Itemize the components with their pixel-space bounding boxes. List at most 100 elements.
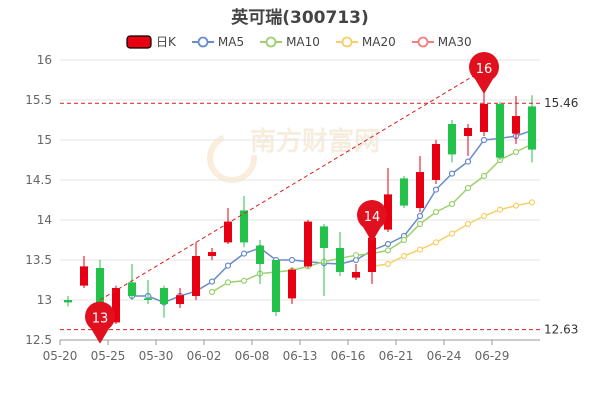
ma10-point (512, 148, 520, 156)
reference-line-label: 12.63 (544, 323, 578, 337)
ma10-point (400, 236, 408, 244)
candle-body (192, 256, 200, 296)
chart-title: 英可瑞(300713) (231, 8, 369, 28)
x-tick-label: 06-02 (187, 349, 222, 363)
candle-body (64, 300, 72, 303)
y-tick-label: 15 (37, 133, 52, 147)
legend-label: MA20 (361, 34, 396, 49)
legend-label: 日K (156, 35, 176, 49)
x-tick-label: 06-16 (331, 349, 366, 363)
candle-body (432, 144, 440, 180)
y-tick-label: 13 (37, 293, 52, 307)
x-tick-label: 05-25 (91, 349, 126, 363)
legend: 日K MA5 MA10 MA20 MA30 (126, 33, 472, 50)
legend-item: MA30 (411, 35, 472, 49)
ma10-point (432, 208, 440, 216)
ma5-point (416, 212, 424, 220)
ma20-point (480, 212, 488, 220)
ma5-point (224, 262, 232, 269)
candle-body (80, 266, 88, 286)
ma10-point (480, 172, 488, 180)
ma20-point (512, 202, 520, 209)
candle-body (464, 128, 472, 136)
ma20-point (400, 252, 408, 260)
pin-marker-icon (85, 301, 115, 344)
candle-body (448, 124, 456, 155)
legend-swatch (126, 34, 152, 49)
x-tick-label: 05-30 (139, 349, 174, 363)
ma20-point (432, 239, 440, 246)
ma10-point (464, 184, 472, 192)
ma10-point (416, 220, 424, 228)
ma5-point (480, 136, 488, 144)
ma5-point (208, 278, 216, 285)
watermark: 南方财富网 (207, 126, 380, 183)
pin-label: 16 (476, 62, 493, 77)
candle-body (480, 104, 488, 132)
candle-body (384, 194, 392, 230)
x-tick-label: 06-24 (427, 349, 462, 363)
axes: 12.5 13 13.5 14 14.5 15 15.5 16 05-20 05-25 05-30 0… (25, 53, 540, 363)
candle-body (176, 295, 184, 304)
x-tick-label: 06-13 (283, 349, 318, 363)
candle-body (208, 252, 216, 256)
y-tick-label: 14 (37, 213, 52, 227)
x-tick-label: 06-29 (475, 349, 510, 363)
watermark-text: 南方财富网 (250, 126, 380, 157)
x-tick-label: 06-08 (235, 349, 270, 363)
candle-body (96, 268, 104, 328)
legend-item: 日K (126, 33, 176, 50)
legend-marker-icon (417, 36, 429, 47)
ma10-point (240, 277, 248, 284)
ma10-point (384, 247, 392, 254)
y-tick-label: 15.5 (25, 93, 52, 107)
candle-body (352, 272, 360, 278)
ma20-point (464, 220, 472, 228)
legend-swatch (335, 36, 358, 47)
ma20-point (528, 199, 536, 206)
candle-body (496, 104, 504, 158)
price-pin: 16 (469, 52, 500, 94)
candle-body (160, 288, 168, 304)
ma20-point (384, 260, 392, 268)
watermark-logo-icon (207, 133, 257, 183)
candle-body (320, 226, 328, 248)
x-tick-label: 06-21 (379, 349, 414, 363)
candle-body (368, 237, 376, 272)
candles (64, 88, 536, 330)
candle-body (400, 178, 408, 206)
candle-body (224, 221, 232, 243)
legend-marker-icon (341, 36, 353, 47)
ma5-point (448, 170, 456, 177)
legend-label: MA10 (286, 34, 320, 49)
pin-label: 14 (364, 210, 381, 225)
pin-label: 13 (92, 312, 109, 327)
ma5-point (432, 186, 440, 193)
ma20-point (496, 206, 504, 213)
legend-item: MA10 (260, 35, 320, 49)
ma10-point (224, 279, 232, 286)
price-pin: 13 (85, 301, 115, 344)
legend-swatch (411, 36, 434, 47)
legend-box-icon (126, 34, 152, 49)
ma5-point (384, 240, 392, 248)
legend-swatch (191, 36, 214, 47)
legend-marker-icon (197, 36, 209, 47)
legend-swatch (260, 36, 283, 47)
pin-marker-icon (357, 200, 388, 242)
candle-body (416, 172, 424, 208)
candle-body (528, 106, 536, 150)
pin-marker-icon (469, 52, 500, 94)
ma5-point (240, 250, 248, 257)
x-tick-label: 05-20 (43, 349, 78, 363)
legend-marker-icon (265, 36, 277, 47)
ma5-point (464, 158, 472, 165)
candle-body (336, 248, 344, 272)
trend-line (99, 69, 485, 301)
y-tick-label: 13.5 (25, 253, 52, 267)
y-tick-label: 12.5 (25, 333, 52, 347)
ma10-point (448, 200, 456, 208)
ma5-point (288, 256, 296, 264)
candle-body (304, 221, 312, 267)
reference-line-label: 15.46 (544, 96, 578, 110)
